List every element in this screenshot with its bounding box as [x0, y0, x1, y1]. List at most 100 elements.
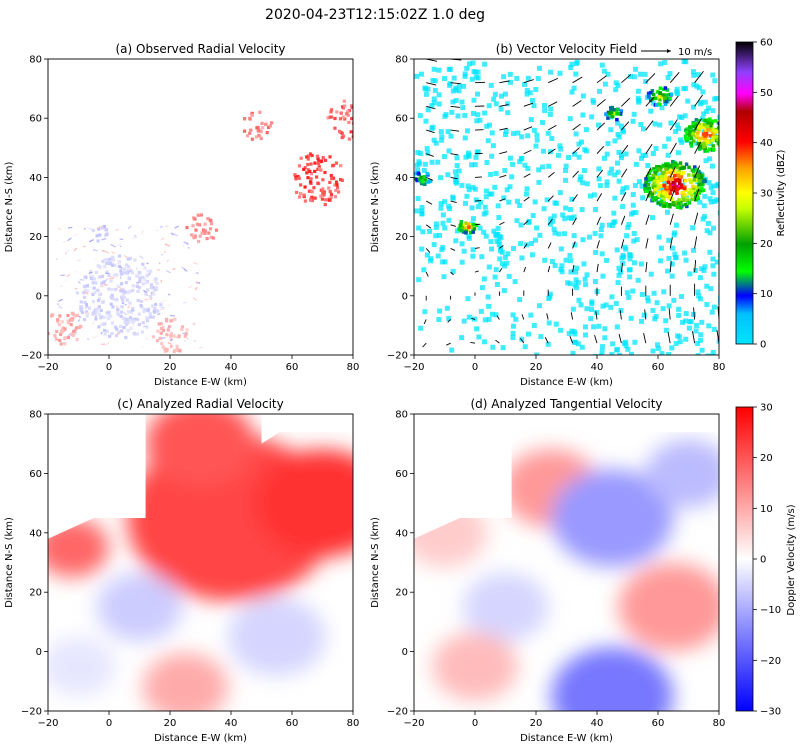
- velocity-gate: [187, 246, 190, 249]
- reflectivity-gate: [533, 143, 539, 149]
- colorbar-tick-label: 50: [760, 88, 773, 99]
- reflectivity-gate: [631, 230, 637, 236]
- velocity-gate: [122, 295, 127, 299]
- reflectivity-gate: [664, 202, 668, 206]
- reflectivity-gate: [505, 110, 511, 116]
- velocity-gate: [359, 124, 362, 127]
- reflectivity-gate: [493, 101, 499, 107]
- velocity-gate: [159, 326, 164, 331]
- reflectivity-gate: [573, 339, 579, 345]
- reflectivity-gate: [466, 227, 470, 232]
- reflectivity-gate: [643, 183, 647, 188]
- reflectivity-gate: [450, 88, 456, 94]
- reflectivity-gate: [702, 213, 708, 219]
- reflectivity-gate: [527, 90, 533, 96]
- reflectivity-gate: [664, 204, 669, 208]
- reflectivity-gate: [652, 185, 657, 189]
- reflectivity-gate: [671, 201, 676, 205]
- reflectivity-gate: [422, 309, 428, 315]
- reflectivity-gate: [618, 308, 624, 314]
- no-data-mask: [48, 414, 146, 539]
- reflectivity-gate: [711, 133, 716, 138]
- velocity-gate: [74, 287, 78, 290]
- reflectivity-gate: [659, 202, 663, 207]
- reflectivity-gate: [693, 328, 699, 334]
- reflectivity-gate: [571, 214, 577, 220]
- wind-vector: [595, 311, 598, 320]
- reflectivity-gate: [542, 102, 548, 108]
- velocity-gate: [118, 286, 123, 290]
- velocity-gate: [77, 280, 81, 285]
- reflectivity-gate: [620, 186, 626, 192]
- reflectivity-gate: [569, 89, 575, 95]
- reflectivity-gate: [608, 111, 612, 115]
- velocity-gate: [352, 127, 353, 131]
- velocity-gate: [313, 161, 317, 165]
- velocity-gate: [101, 226, 105, 230]
- reflectivity-gate: [519, 336, 525, 342]
- reflectivity-gate: [630, 288, 636, 294]
- velocity-gate: [167, 341, 172, 345]
- velocity-gate: [270, 121, 274, 125]
- velocity-gate: [333, 195, 338, 199]
- reflectivity-gate: [492, 274, 498, 280]
- reflectivity-gate: [609, 166, 615, 172]
- velocity-gate: [96, 239, 100, 243]
- reflectivity-gate: [714, 197, 719, 203]
- reflectivity-gate: [658, 97, 662, 102]
- wind-vector: [426, 82, 437, 86]
- reflectivity-gate: [666, 237, 672, 243]
- reflectivity-gate: [558, 246, 564, 252]
- reflectivity-gate: [709, 309, 715, 315]
- reflectivity-gate: [665, 209, 671, 215]
- reflectivity-gate: [470, 60, 476, 66]
- reflectivity-gate: [471, 97, 477, 103]
- reflectivity-gate: [706, 323, 712, 329]
- reflectivity-gate: [708, 122, 712, 126]
- velocity-gate: [141, 262, 145, 266]
- reflectivity-gate: [465, 296, 471, 302]
- reflectivity-gate: [658, 61, 664, 67]
- wind-vector: [572, 123, 581, 131]
- reflectivity-gate: [461, 230, 466, 234]
- reflectivity-gate: [477, 225, 483, 231]
- reflectivity-gate: [672, 251, 678, 257]
- reflectivity-gate: [416, 159, 422, 165]
- velocity-gate: [129, 318, 133, 322]
- reflectivity-gate: [442, 113, 448, 119]
- reflectivity-gate: [721, 141, 725, 145]
- reflectivity-gate: [704, 108, 710, 114]
- reflectivity-gate: [453, 85, 459, 91]
- reflectivity-gate: [670, 199, 675, 203]
- reflectivity-gate: [653, 187, 658, 192]
- reflectivity-gate: [489, 191, 495, 197]
- velocity-gate: [112, 273, 117, 277]
- reflectivity-gate: [677, 198, 681, 202]
- reflectivity-gate: [552, 263, 558, 269]
- velocity-gate: [155, 339, 160, 343]
- reflectivity-gate: [633, 161, 639, 167]
- reflectivity-gate: [678, 161, 683, 165]
- reflectivity-gate: [469, 76, 475, 82]
- reflectivity-gate: [683, 178, 688, 183]
- reflectivity-gate: [678, 178, 682, 183]
- reflectivity-gate: [538, 334, 544, 340]
- velocity-gate: [195, 281, 198, 284]
- wind-vector: [645, 238, 649, 249]
- velocity-gate: [343, 117, 347, 121]
- reflectivity-gate: [694, 127, 698, 131]
- velocity-gate: [137, 312, 141, 316]
- velocity-gate: [127, 225, 132, 230]
- reflectivity-gate: [656, 90, 660, 94]
- reflectivity-gate: [710, 138, 715, 142]
- reflectivity-gate: [514, 75, 520, 81]
- reflectivity-gate: [537, 232, 543, 238]
- velocity-gate: [155, 281, 159, 286]
- y-tick-label: 40: [29, 528, 42, 539]
- reflectivity-gate: [490, 344, 496, 350]
- velocity-gate: [200, 231, 204, 235]
- velocity-gate: [310, 199, 314, 203]
- velocity-gate: [135, 274, 141, 277]
- wind-vector: [523, 196, 530, 202]
